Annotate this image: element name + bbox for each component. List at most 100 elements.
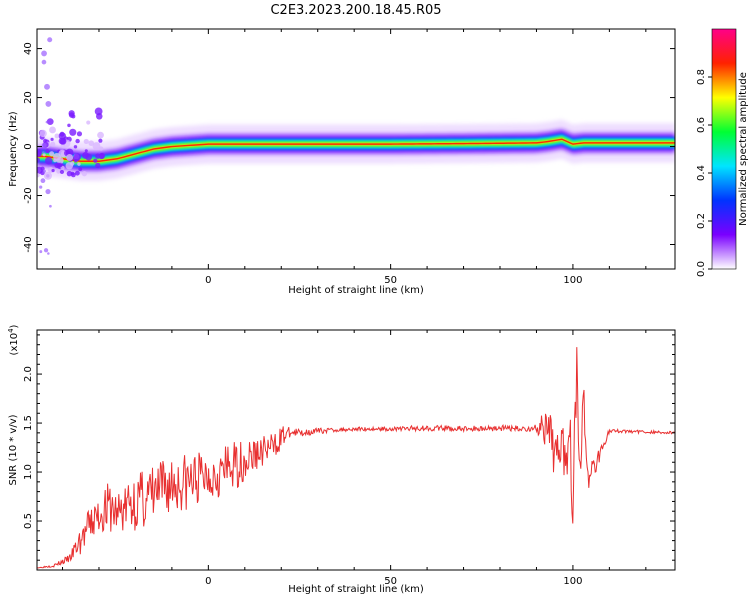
heat-speckle xyxy=(45,188,51,195)
snr-series-line xyxy=(37,347,675,569)
heat-speckle xyxy=(44,83,50,90)
heat-speckle xyxy=(37,172,40,178)
heat-speckle xyxy=(71,114,76,119)
heat-speckle xyxy=(83,138,89,145)
heat-speckle xyxy=(99,146,104,151)
heat-speckle xyxy=(95,162,101,169)
heat-speckle xyxy=(43,248,49,253)
heat-speckle xyxy=(77,162,81,166)
heat-band-yellow xyxy=(37,137,675,163)
heat-speckle xyxy=(47,37,53,43)
heat-speckle xyxy=(42,169,46,173)
heat-speckle xyxy=(98,138,103,143)
heat-speckle xyxy=(76,131,83,137)
heat-speckle xyxy=(74,170,80,176)
heat-speckle xyxy=(58,137,66,145)
heat-speckle xyxy=(93,158,98,163)
heat-speckle xyxy=(44,157,53,165)
heat-speckle xyxy=(97,131,104,139)
heat-speckle xyxy=(49,204,52,208)
spectrogram-ticks: 0 50 100 40 20 0 -20 -40 xyxy=(23,29,675,286)
heat-speckle xyxy=(73,145,78,149)
heat-speckle xyxy=(86,120,91,125)
snr-panel: 0 50 100 0.5 1.0 1.5 2.0 Height of straight li… xyxy=(7,324,676,595)
spectrogram-x-axis-label: Height of straight line (km) xyxy=(288,285,424,296)
heat-speckle xyxy=(59,169,65,175)
heat-speckle xyxy=(57,162,63,168)
y-tick-label: -20 xyxy=(23,187,34,203)
x-tick-label: 0 xyxy=(205,275,211,286)
heat-speckle xyxy=(45,149,50,154)
heat-speckle xyxy=(42,151,45,154)
heat-speckle xyxy=(50,137,54,141)
heat-speckle xyxy=(69,128,77,136)
y-tick-label: 0 xyxy=(23,143,34,149)
heat-speckle xyxy=(58,132,67,140)
heat-speckle xyxy=(41,50,47,57)
y-tick-label: -40 xyxy=(23,236,34,252)
heat-speckle xyxy=(78,167,83,172)
heat-speckle xyxy=(37,157,41,163)
heat-band-red xyxy=(37,138,675,162)
colorbar-tick-label: 0.4 xyxy=(696,165,707,181)
x-tick-label: 100 xyxy=(563,275,582,286)
snr-y-multiplier: (x104) xyxy=(7,324,20,355)
y-tick-label: 40 xyxy=(23,42,34,55)
heat-speckle xyxy=(85,153,93,161)
snr-plot-area xyxy=(37,330,675,570)
heat-speckle xyxy=(46,118,54,126)
heat-speckle xyxy=(39,185,43,189)
x-tick-label: 50 xyxy=(384,576,397,587)
spectrogram-frame xyxy=(36,28,676,270)
heat-speckle xyxy=(42,153,46,157)
heat-speckle xyxy=(81,170,88,177)
y-tick-label: 1.5 xyxy=(23,415,34,431)
y-tick-label: 20 xyxy=(23,91,34,104)
heat-speckle xyxy=(37,151,42,157)
colorbar-tick-label: 0.8 xyxy=(696,69,707,85)
y-tick-label: 2.0 xyxy=(23,366,34,382)
heat-speckle xyxy=(75,138,80,144)
spectrogram-y-axis-label: Frequency (Hz) xyxy=(8,111,19,187)
colorbar-label: Normalized spectral amplitude xyxy=(738,72,749,226)
heat-speckle xyxy=(49,126,56,134)
heat-speckle xyxy=(66,170,73,177)
heat-speckle xyxy=(92,142,101,150)
heat-speckle xyxy=(40,178,46,184)
colorbar-tick-label: 0.0 xyxy=(696,261,707,277)
snr-frame xyxy=(36,329,676,571)
x-tick-label: 0 xyxy=(205,576,211,587)
heat-speckle xyxy=(41,59,47,65)
heat-speckle xyxy=(67,123,71,128)
snr-x-axis-label: Height of straight line (km) xyxy=(288,584,424,595)
x-tick-label: 50 xyxy=(384,275,397,286)
heat-speckle xyxy=(54,133,60,139)
heat-speckle xyxy=(74,158,78,163)
heat-speckle xyxy=(39,250,43,254)
x-tick-label: 100 xyxy=(563,576,582,587)
snr-ticks: 0 50 100 0.5 1.0 1.5 2.0 xyxy=(23,330,675,587)
heat-speckle xyxy=(37,166,43,174)
heat-speckle xyxy=(88,140,95,146)
heat-speckle xyxy=(65,162,74,170)
heat-speckle xyxy=(66,153,74,161)
colorbar-gradient xyxy=(712,29,736,269)
heat-speckle xyxy=(47,252,50,255)
heat-speckle xyxy=(45,101,52,107)
figure-title: C2E3.2023.200.18.45.R05 xyxy=(270,3,441,18)
heat-speckle xyxy=(45,120,49,124)
y-tick-label: 1.0 xyxy=(23,464,34,480)
heat-speckle xyxy=(95,153,101,159)
heat-speckle xyxy=(49,151,55,157)
colorbar-tick-label: 0.6 xyxy=(696,117,707,133)
spectrogram-image xyxy=(37,37,675,255)
colorbar-ticks: 0.0 0.2 0.4 0.6 0.8 xyxy=(696,69,712,277)
heat-speckle xyxy=(56,169,61,174)
heat-speckle xyxy=(95,113,103,120)
heat-speckle xyxy=(50,141,56,147)
snr-y-axis-label: SNR (10 * v/v) xyxy=(8,414,19,485)
spectrogram-panel: 0 50 100 40 20 0 -20 -40 Height of straight lin… xyxy=(8,28,676,296)
colorbar: 0.0 0.2 0.4 0.6 0.8 Normalized spectral ampl… xyxy=(696,28,749,277)
heat-speckle xyxy=(41,142,47,148)
